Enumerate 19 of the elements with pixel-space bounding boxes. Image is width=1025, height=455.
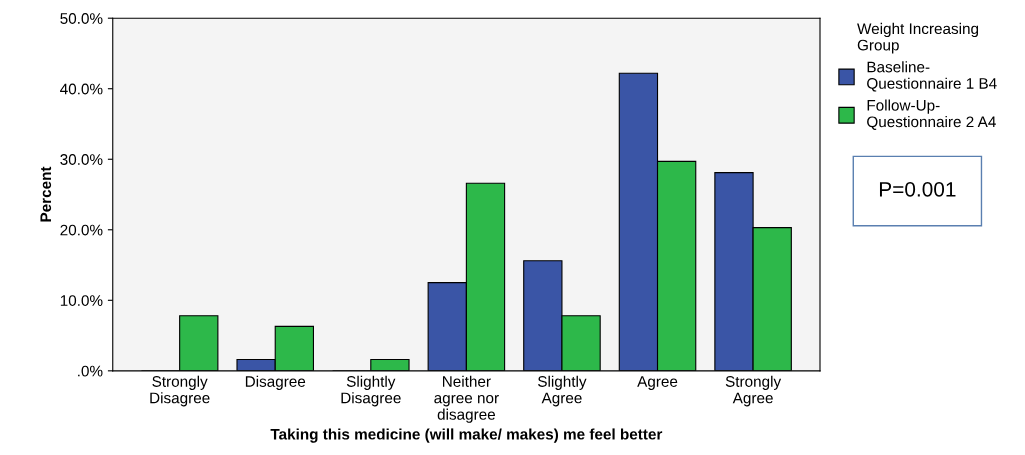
- legend-title: Weight Increasing Group: [857, 22, 979, 54]
- y-tick-label: 20.0%: [60, 224, 103, 236]
- x-tick-label: Strongly Disagree: [150, 375, 210, 407]
- x-tick-label: Slightly Agree: [538, 375, 587, 407]
- x-axis-title: Taking this medicine (will make/ makes) me feel better: [270, 428, 663, 443]
- legend-label: Follow-Up- Questionnaire 2 A4: [867, 99, 996, 130]
- y-tick-label: 40.0%: [60, 83, 103, 95]
- y-axis-title: Percent: [40, 166, 52, 222]
- legend-label: Baseline- Questionnaire 1 B4: [867, 61, 997, 92]
- y-tick-label: 30.0%: [60, 154, 103, 165]
- x-tick-label: Strongly Agree: [725, 375, 782, 407]
- y-tick-label: 10.0%: [60, 295, 103, 306]
- text: P=0.001: [879, 181, 956, 197]
- y-tick-label: 50.0%: [60, 13, 103, 24]
- x-tick-label: Disagree: [245, 375, 306, 390]
- x-tick-label: Neither agree nor disagree: [434, 375, 499, 423]
- x-tick-label: Agree: [637, 376, 678, 390]
- y-tick-label: .0%: [78, 365, 103, 377]
- x-tick-label: Slightly Disagree: [341, 375, 401, 407]
